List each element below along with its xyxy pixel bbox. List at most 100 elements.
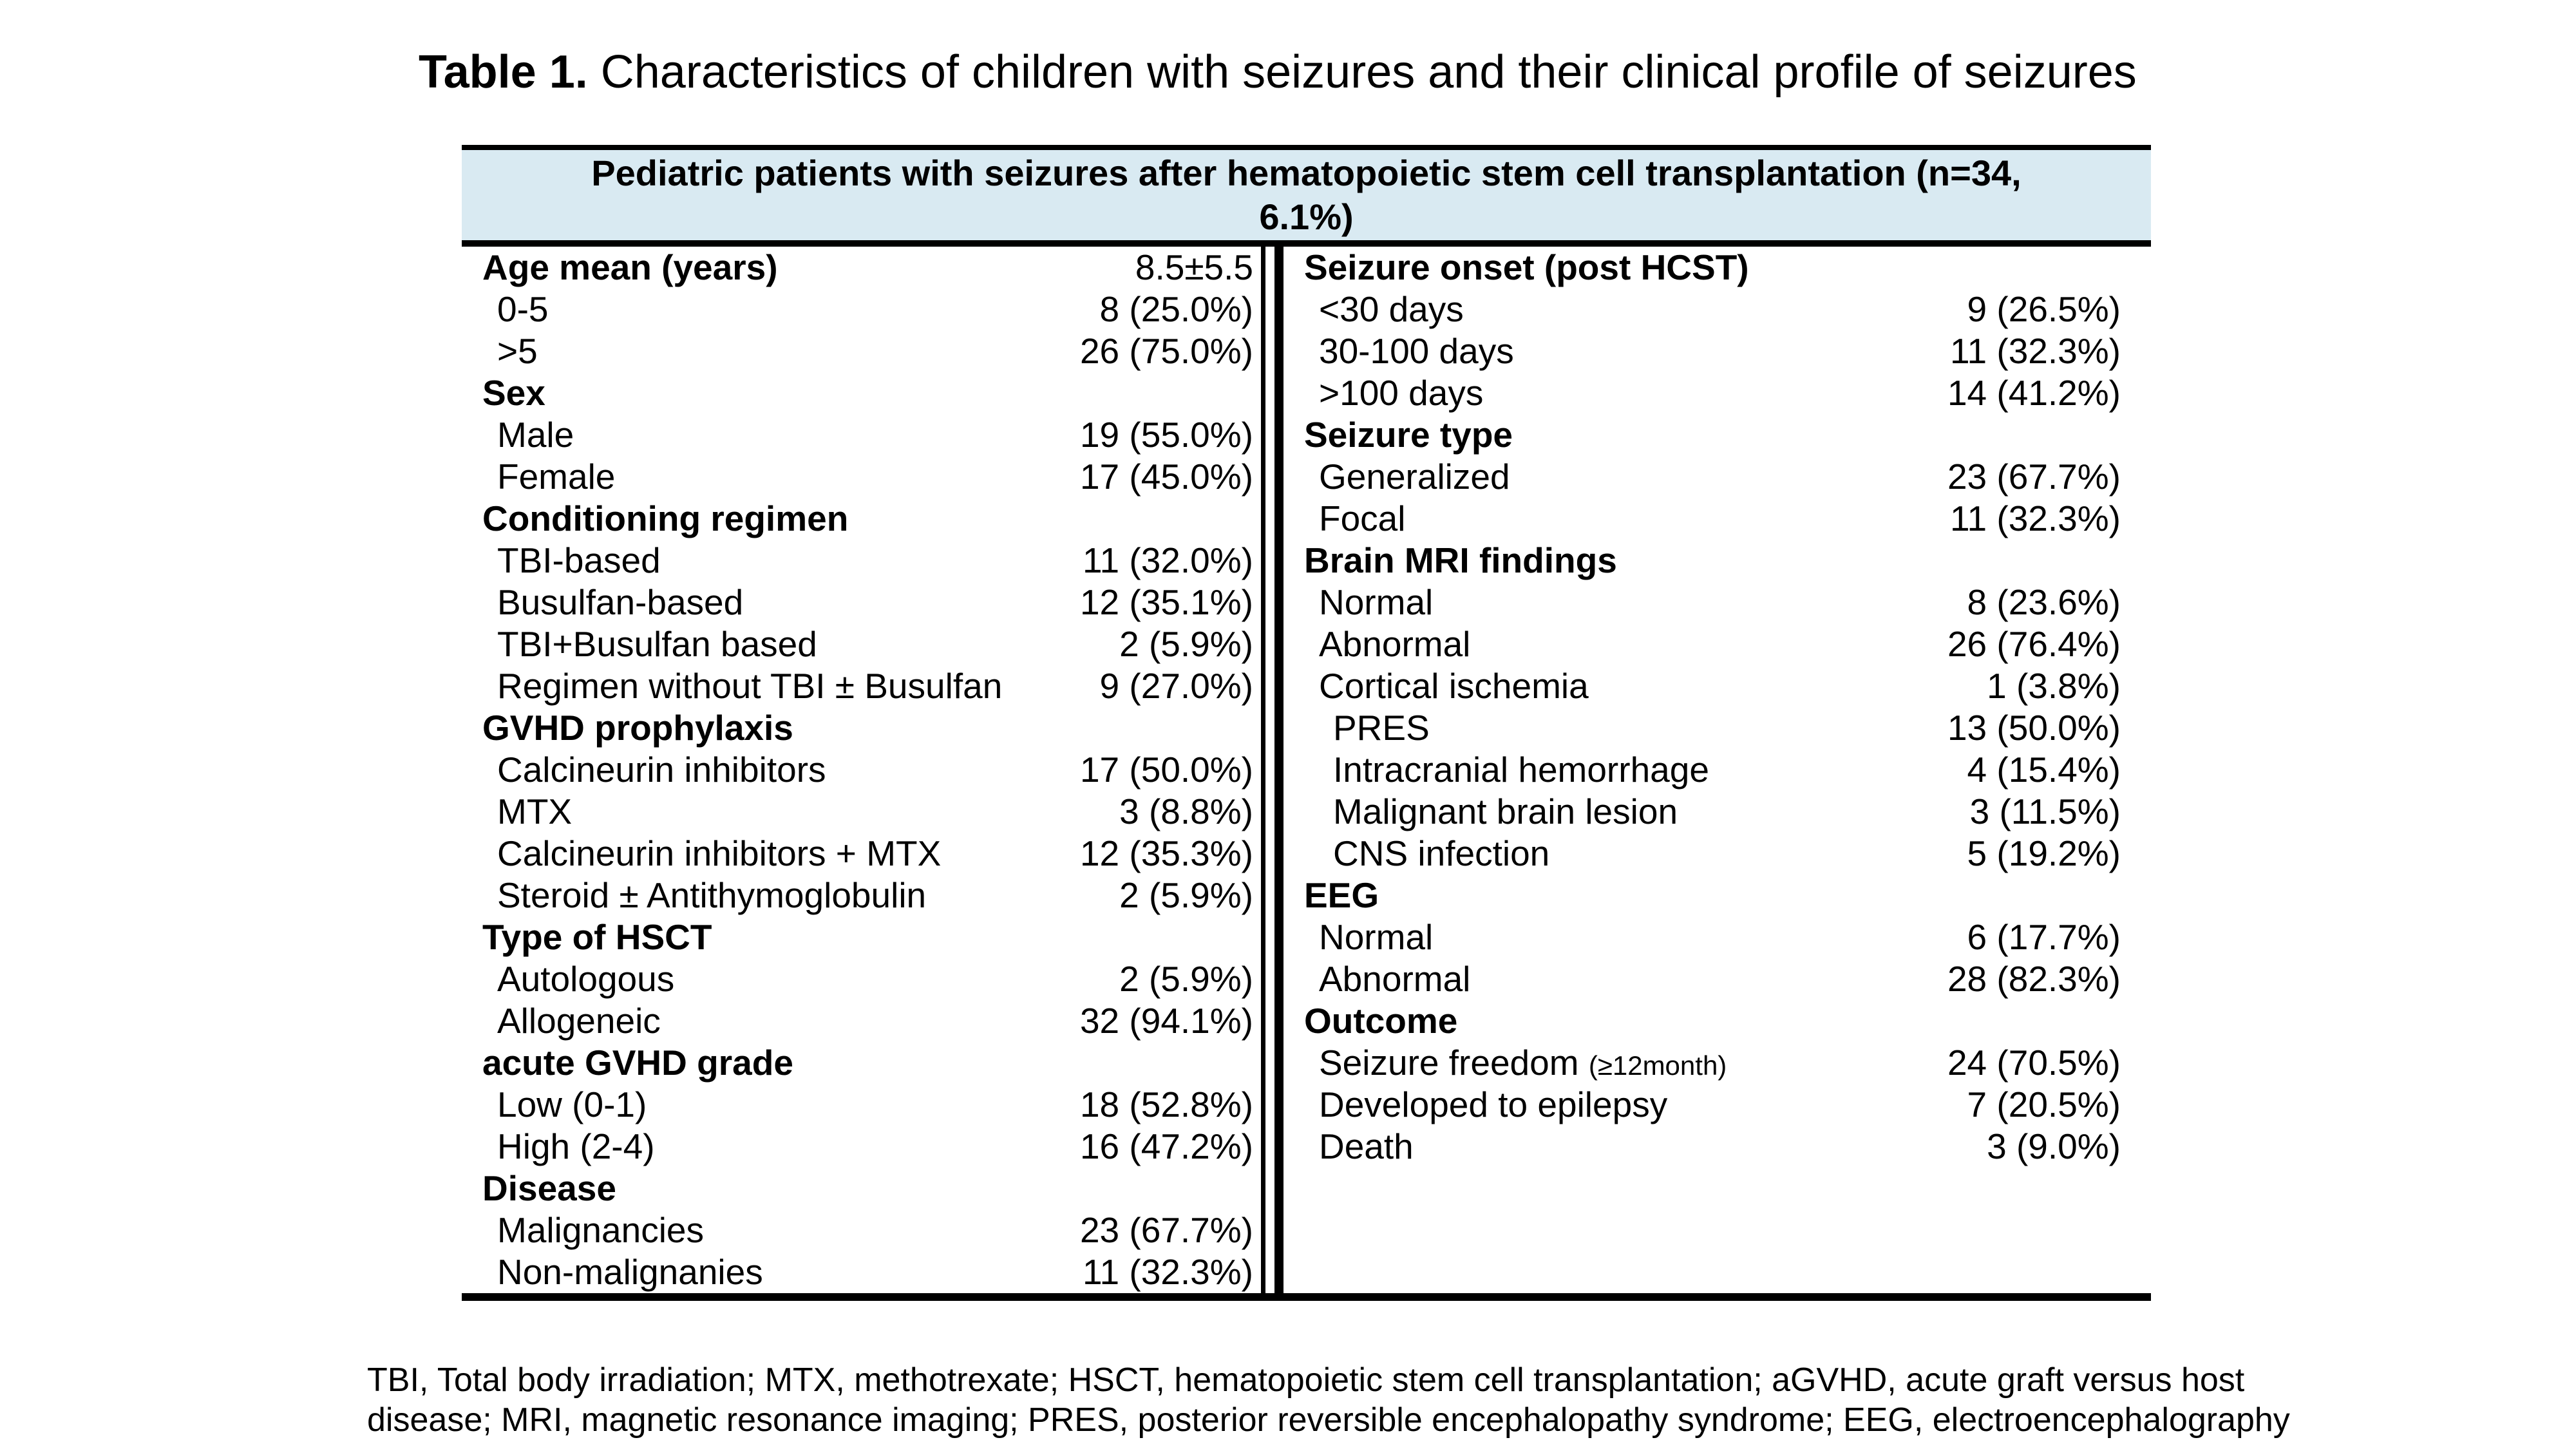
row-label: Focal [1319, 498, 1406, 538]
table-row: Conditioning regimen [462, 498, 1261, 540]
row-label: Autologous [497, 959, 675, 999]
row-label: 30-100 days [1319, 331, 1514, 371]
table-header-line-2: 6.1%) [1259, 196, 1354, 237]
table-row: MTX 3 (8.8%) [462, 791, 1261, 833]
row-value: 14 (41.2%) [1947, 373, 2121, 413]
row-label: Brain MRI findings [1304, 540, 1617, 580]
row-value: 23 (67.7%) [1079, 1210, 1253, 1250]
row-label: Regimen without TBI ± Busulfan [497, 666, 1003, 706]
table-row: Steroid ± Antithymoglobulin 2 (5.9%) [462, 875, 1261, 916]
row-label: Death [1319, 1126, 1414, 1166]
row-label: Seizure onset (post HCST) [1304, 247, 1749, 287]
row-value: 9 (27.0%) [1099, 666, 1253, 706]
table-row: Malignancies 23 (67.7%) [462, 1209, 1261, 1251]
row-value: 4 (15.4%) [1967, 750, 2121, 790]
table-row: TBI+Busulfan based 2 (5.9%) [462, 623, 1261, 665]
row-label: TBI+Busulfan based [497, 624, 817, 664]
table-row: PRES 13 (50.0%) [1283, 707, 2151, 749]
row-label: Low (0-1) [497, 1084, 647, 1124]
row-label: Cortical ischemia [1319, 666, 1589, 706]
row-value: 32 (94.1%) [1079, 1001, 1253, 1041]
row-label: High (2-4) [497, 1126, 655, 1166]
row-label: Steroid ± Antithymoglobulin [497, 875, 927, 915]
row-label: TBI-based [497, 540, 661, 580]
row-label: Male [497, 415, 574, 455]
table-row: Normal 6 (17.7%) [1283, 916, 2151, 958]
table-title-text: Characteristics of children with seizure… [587, 46, 2137, 98]
row-value: 6 (17.7%) [1967, 917, 2121, 957]
row-label: Outcome [1304, 1001, 1458, 1041]
row-value: 9 (26.5%) [1967, 289, 2121, 329]
table-row: <30 days 9 (26.5%) [1283, 289, 2151, 330]
table-number-label: Table 1. [419, 46, 588, 98]
row-value: 8 (25.0%) [1099, 289, 1253, 329]
row-label: Normal [1319, 917, 1434, 957]
row-label: acute GVHD grade [482, 1043, 793, 1083]
footnote-line-2: disease; MRI, magnetic resonance imaging… [367, 1401, 2290, 1439]
row-value: 11 (32.3%) [1950, 331, 2121, 371]
row-value: 1 (3.8%) [1987, 666, 2121, 706]
table-row: Seizure type [1283, 414, 2151, 456]
row-label: PRES [1333, 708, 1430, 748]
row-value [1253, 498, 1261, 540]
table-row: >100 days 14 (41.2%) [1283, 372, 2151, 414]
table-top-border [462, 145, 2151, 150]
row-value [1253, 1042, 1261, 1084]
row-label: MTX [497, 791, 573, 831]
row-value: 11 (32.0%) [1083, 540, 1253, 580]
row-value: 2 (5.9%) [1119, 959, 1253, 999]
row-value [2121, 875, 2151, 916]
table-row: Death 3 (9.0%) [1283, 1126, 2151, 1168]
row-label: Generalized [1319, 457, 1510, 497]
row-value: 12 (35.1%) [1079, 582, 1253, 622]
table-right-column: Seizure onset (post HCST) <30 days 9 (26.5… [1283, 247, 2151, 1293]
table-row: Type of HSCT [462, 916, 1261, 958]
row-label: >5 [497, 331, 538, 371]
row-value [2121, 540, 2151, 582]
row-value: 3 (9.0%) [1987, 1126, 2121, 1166]
row-value [2121, 247, 2151, 289]
row-label: Allogeneic [497, 1001, 661, 1041]
table-row: GVHD prophylaxis [462, 707, 1261, 749]
row-label: Sex [482, 373, 545, 413]
row-value: 26 (76.4%) [1947, 624, 2121, 664]
row-value: 26 (75.0%) [1079, 331, 1253, 371]
row-label: Age mean (years) [482, 247, 778, 287]
table-row: Age mean (years) 8.5±5.5 [462, 247, 1261, 289]
row-value: 16 (47.2%) [1079, 1126, 1253, 1166]
characteristics-table: Pediatric patients with seizures after h… [462, 145, 2151, 1301]
row-label: Non-malignanies [497, 1252, 763, 1292]
table-row: >5 26 (75.0%) [462, 330, 1261, 372]
row-label: Calcineurin inhibitors + MTX [497, 833, 942, 873]
table-row: Calcineurin inhibitors + MTX 12 (35.3%) [462, 833, 1261, 875]
row-label: Disease [482, 1168, 616, 1208]
row-label: Malignancies [497, 1210, 705, 1250]
row-label: Female [497, 457, 616, 497]
row-value [2121, 1000, 2151, 1042]
table-row: Developed to epilepsy 7 (20.5%) [1283, 1084, 2151, 1126]
table-row: Cortical ischemia 1 (3.8%) [1283, 665, 2151, 707]
table-left-column: Age mean (years) 8.5±5.5 0-5 8 (25.0%) >5 26 … [462, 247, 1261, 1293]
table-row: Outcome [1283, 1000, 2151, 1042]
table-bottom-border [462, 1293, 2151, 1301]
row-label: EEG [1304, 875, 1379, 915]
table-row: Low (0-1) 18 (52.8%) [462, 1084, 1261, 1126]
table-row: acute GVHD grade [462, 1042, 1261, 1084]
column-divider-double-rule [1261, 247, 1283, 1293]
row-label: Abnormal [1319, 624, 1471, 664]
row-value: 3 (11.5%) [1969, 791, 2121, 831]
table-row: Seizure freedom (≥12month) 24 (70.5%) [1283, 1042, 2151, 1084]
row-label: Calcineurin inhibitors [497, 750, 826, 790]
row-value [1253, 707, 1261, 749]
row-label: CNS infection [1333, 833, 1550, 873]
row-label: Seizure freedom (≥12month) [1319, 1043, 1727, 1083]
row-value: 23 (67.7%) [1947, 457, 2121, 497]
row-value: 7 (20.5%) [1967, 1084, 2121, 1124]
row-value: 5 (19.2%) [1967, 833, 2121, 873]
table-row: Seizure onset (post HCST) [1283, 247, 2151, 289]
row-label: Seizure type [1304, 415, 1513, 455]
table-body: Age mean (years) 8.5±5.5 0-5 8 (25.0%) >5 26 … [462, 247, 2151, 1293]
table-header: Pediatric patients with seizures after h… [462, 150, 2151, 240]
table-row: Sex [462, 372, 1261, 414]
row-label: Malignant brain lesion [1333, 791, 1678, 831]
